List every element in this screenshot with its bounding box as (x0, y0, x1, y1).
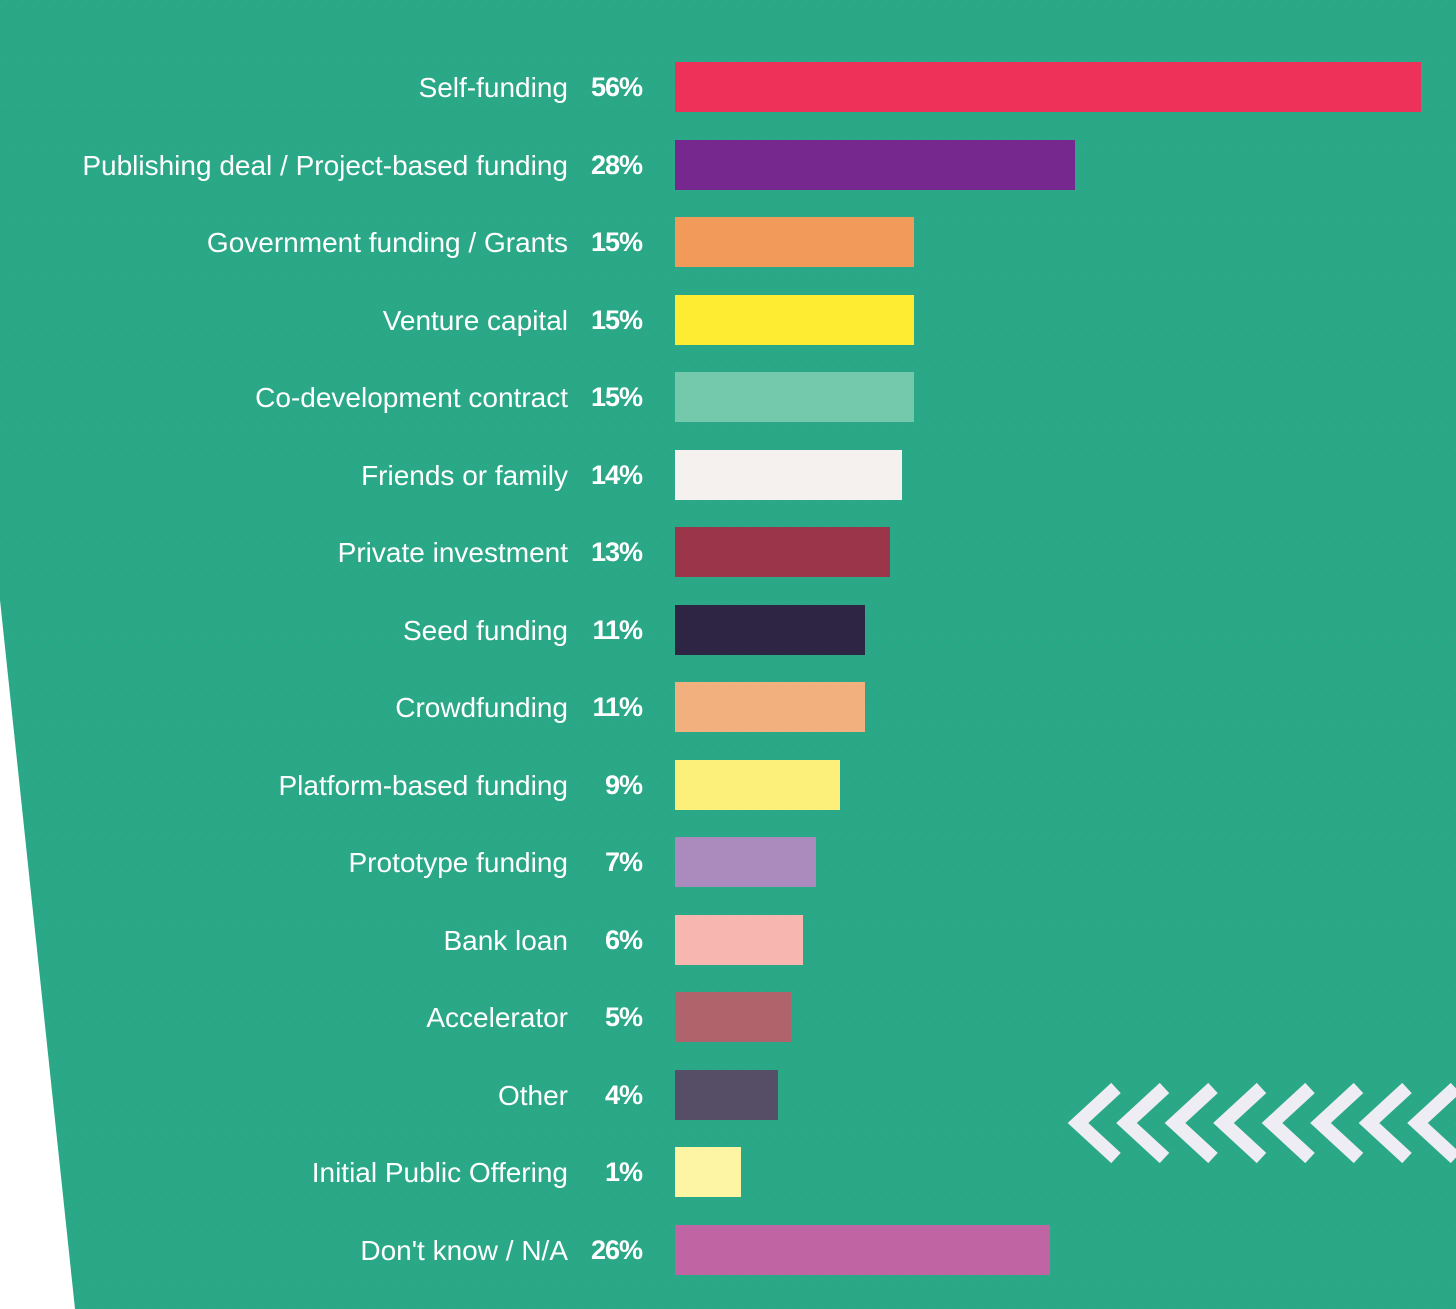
bar (675, 139, 1076, 190)
value-label: 15% (590, 304, 643, 335)
value-label: 5% (604, 1002, 643, 1032)
bar-row: Other 4% (0, 1069, 1456, 1120)
bar (675, 992, 791, 1042)
chevron-left-icon (1116, 1082, 1170, 1164)
bar-row: Co-development contract 15% (0, 372, 1456, 422)
bar (675, 604, 865, 655)
bar-row: Venture capital 15% (0, 294, 1456, 345)
bar-row: Initial Public Offering 1% (0, 1147, 1456, 1197)
chevron-left-icon (1213, 1082, 1267, 1164)
bar-row: Friends or family 14% (0, 449, 1456, 500)
bar-row: Private investment 13% (0, 527, 1456, 577)
value-label: 15% (590, 382, 643, 412)
value-label: 1% (604, 1157, 643, 1187)
value-label: 26% (590, 1234, 643, 1265)
category-label: Other (497, 1079, 568, 1111)
category-label: Venture capital (382, 304, 568, 336)
value-label: 9% (604, 769, 643, 800)
bar-row: Government funding / Grants 15% (0, 217, 1456, 267)
bar (675, 372, 915, 422)
value-label: 13% (590, 537, 643, 567)
bar-row: Prototype funding 7% (0, 837, 1456, 887)
bar (675, 294, 915, 345)
bar-row: Don't know / N/A 26% (0, 1224, 1456, 1275)
category-label: Don't know / N/A (360, 1234, 568, 1266)
white-corner (0, 600, 75, 1309)
chevron-left-icon (1067, 1082, 1121, 1164)
bar (675, 837, 816, 887)
value-label: 7% (604, 847, 643, 877)
bar-row: Accelerator 5% (0, 992, 1456, 1042)
chevron-left-icon (1407, 1082, 1456, 1164)
bar-row: Platform-based funding 9% (0, 759, 1456, 810)
chevron-left-icon (1358, 1082, 1412, 1164)
category-label: Seed funding (402, 614, 568, 646)
bar-row: Crowdfunding 11% (0, 682, 1456, 732)
bar-row: Publishing deal / Project-based funding 2… (0, 139, 1456, 190)
category-label: Prototype funding (348, 847, 569, 878)
category-label: Publishing deal / Project-based funding (82, 149, 568, 181)
bar (675, 1069, 779, 1120)
bar (675, 527, 890, 577)
value-label: 4% (604, 1079, 643, 1110)
chevron-left-icon (1261, 1082, 1315, 1164)
category-label: Accelerator (426, 1002, 568, 1033)
value-label: 15% (590, 227, 643, 257)
value-label: 11% (592, 614, 643, 645)
category-label: Self-funding (418, 72, 568, 103)
chevron-left-icon (1164, 1082, 1218, 1164)
bar (675, 217, 915, 267)
category-label: Crowdfunding (395, 692, 568, 723)
chevron-left-icon (1310, 1082, 1364, 1164)
bar (675, 1147, 742, 1197)
bar (675, 449, 903, 500)
bar (675, 62, 1422, 112)
bar (675, 682, 865, 732)
category-label: Friends or family (361, 459, 568, 491)
value-label: 56% (590, 72, 643, 102)
bar-row: Seed funding 11% (0, 604, 1456, 655)
bar (675, 759, 841, 810)
category-label: Initial Public Offering (311, 1157, 568, 1188)
value-label: 6% (604, 924, 643, 955)
value-label: 11% (592, 692, 643, 722)
value-label: 14% (590, 459, 643, 490)
bar-row: Bank loan 6% (0, 914, 1456, 965)
category-label: Bank loan (443, 924, 568, 956)
value-label: 28% (590, 149, 643, 180)
bar (675, 1224, 1051, 1275)
category-label: Government funding / Grants (206, 227, 568, 258)
category-label: Private investment (337, 537, 568, 568)
category-label: Platform-based funding (278, 769, 568, 801)
bar-row: Self-funding 56% (0, 62, 1456, 112)
category-label: Co-development contract (255, 382, 568, 413)
bar (675, 914, 804, 965)
